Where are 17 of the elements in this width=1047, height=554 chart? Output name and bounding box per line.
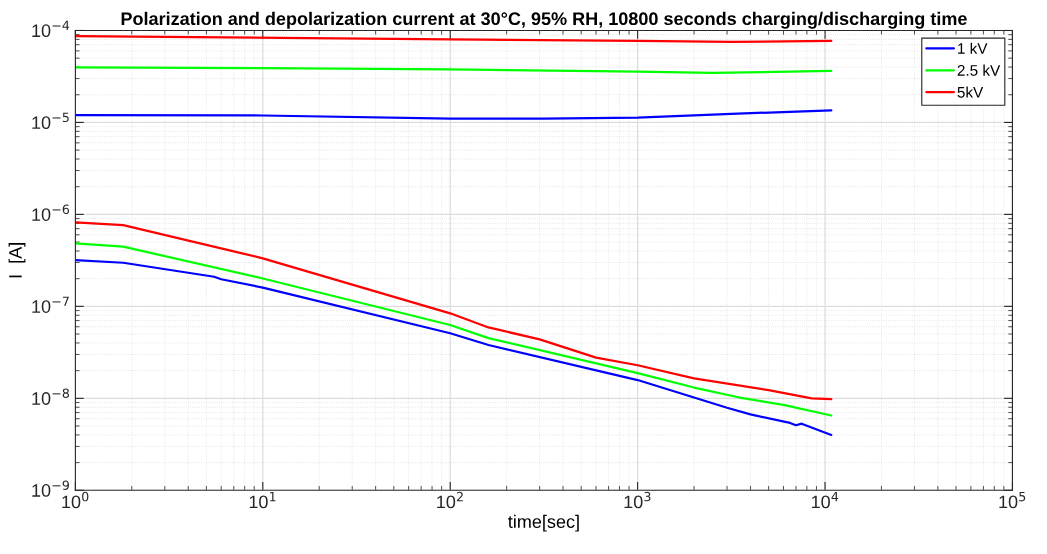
legend-label: 5kV <box>957 86 984 98</box>
y-tick-label: 10$^{−5}$ <box>32 112 69 130</box>
y-tick-label: 10$^{−4}$ <box>32 20 70 38</box>
legend-label: 2.5 kV <box>957 64 1001 76</box>
x-tick-label: 10$^{3}$ <box>624 491 651 509</box>
x-axis-title: time[sec] <box>508 514 579 532</box>
x-tick-label: 10$^{1}$ <box>249 491 276 509</box>
y-tick-label: 10$^{−7}$ <box>32 296 69 313</box>
x-tick-label: 10$^{4}$ <box>811 491 839 509</box>
x-tick-label: 10$^{2}$ <box>437 491 463 509</box>
chart-title: Polarization and depolarization current at 30°C, 95% RH, 10800 seconds charging/discharging time <box>121 11 967 29</box>
y-tick-label: 10$^{−8}$ <box>32 388 69 405</box>
x-tick-label: 10$^{0}$ <box>62 491 89 509</box>
y-tick-label: 10$^{−6}$ <box>32 204 70 221</box>
legend-label: 1 kV <box>958 42 988 54</box>
x-tick-label: 10$^{5}$ <box>999 491 1026 509</box>
y-axis-title: I [A] <box>8 243 26 278</box>
